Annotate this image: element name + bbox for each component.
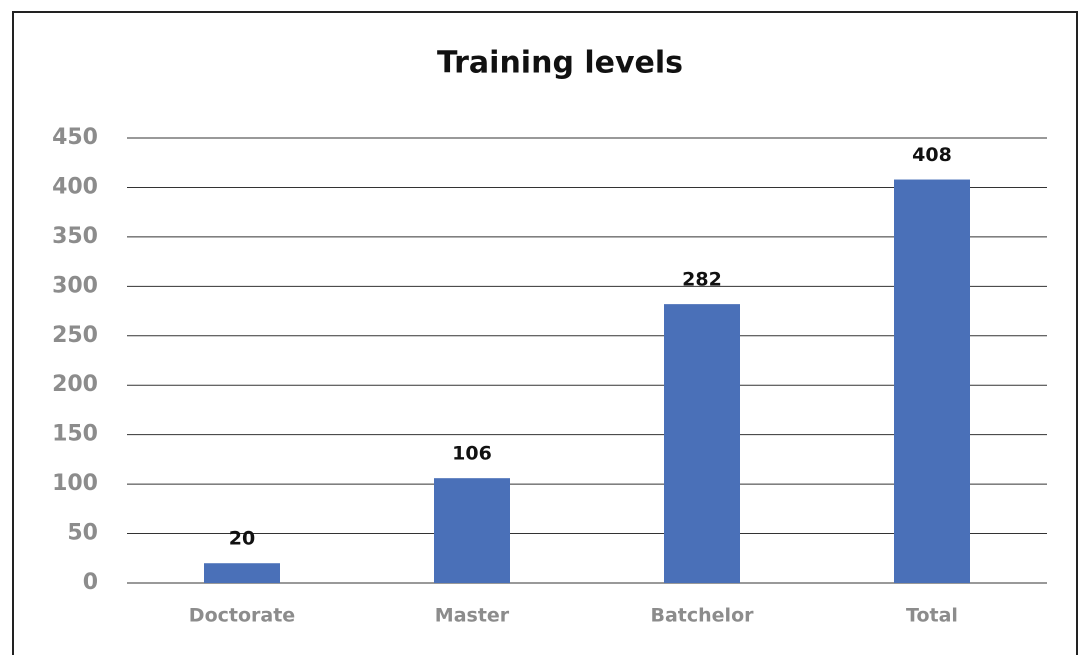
y-tick-label: 300: [52, 273, 98, 298]
y-tick-label: 200: [52, 372, 98, 397]
value-label: 282: [682, 269, 722, 291]
y-tick-label: 450: [52, 125, 98, 150]
value-label: 408: [912, 144, 952, 166]
x-tick-label: Total: [906, 605, 958, 627]
y-tick-label: 400: [52, 174, 98, 199]
chart-frame: [12, 11, 1078, 655]
bar: [894, 179, 970, 584]
y-tick-label: 350: [52, 224, 98, 249]
chart-title: Training levels: [437, 46, 683, 81]
value-label: 106: [452, 443, 492, 465]
bar: [204, 563, 280, 583]
y-tick-label: 0: [83, 570, 98, 595]
value-label: 20: [229, 528, 255, 550]
y-tick-label: 150: [52, 422, 98, 447]
y-tick-label: 100: [52, 471, 98, 496]
x-tick-label: Doctorate: [189, 605, 295, 627]
y-tick-label: 50: [67, 521, 98, 546]
x-tick-label: Master: [435, 605, 510, 627]
y-tick-label: 250: [52, 323, 98, 348]
x-tick-label: Batchelor: [651, 605, 755, 627]
bar: [664, 304, 740, 583]
bar: [434, 478, 510, 583]
